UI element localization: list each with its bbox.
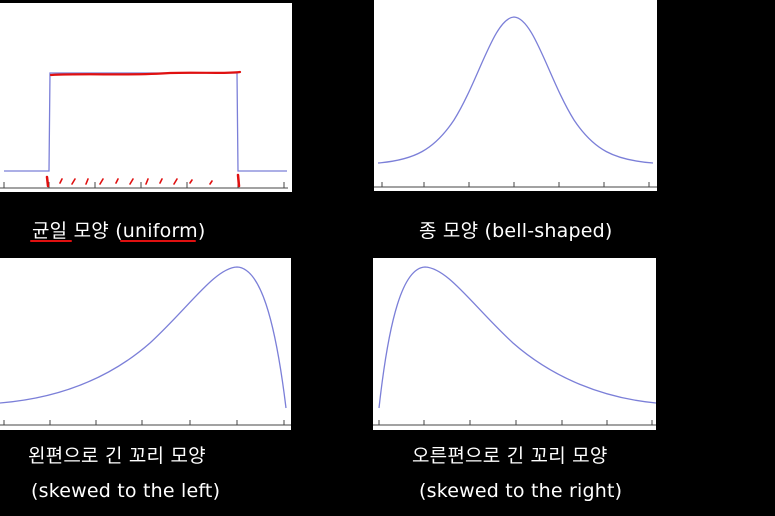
left-skew-ticks [3, 420, 285, 425]
bell-ticks [381, 182, 650, 187]
uniform-panel [0, 3, 292, 192]
right-skew-ticks [378, 420, 653, 425]
uniform-underline-1 [30, 240, 72, 242]
bell-curve [374, 16, 657, 188]
right-skew-caption-line1: 오른편으로 긴 꼬리 모양 [412, 445, 608, 467]
right-skew-panel [373, 258, 656, 430]
left-skew-panel [0, 258, 291, 430]
right-skew-caption-line2: (skewed to the right) [419, 480, 623, 502]
left-skew-curve [0, 266, 291, 426]
uniform-caption: 균일 모양 (uniform) [32, 220, 206, 242]
uniform-underline-2 [120, 240, 196, 242]
right-skew-curve [373, 266, 656, 426]
left-skew-caption-line1: 왼편으로 긴 꼬리 모양 [28, 445, 206, 467]
uniform-curve [0, 70, 288, 189]
bell-panel [374, 0, 657, 191]
uniform-ticks [3, 182, 285, 188]
bell-caption: 종 모양 (bell-shaped) [419, 220, 613, 242]
left-skew-caption-line2: (skewed to the left) [31, 480, 221, 502]
